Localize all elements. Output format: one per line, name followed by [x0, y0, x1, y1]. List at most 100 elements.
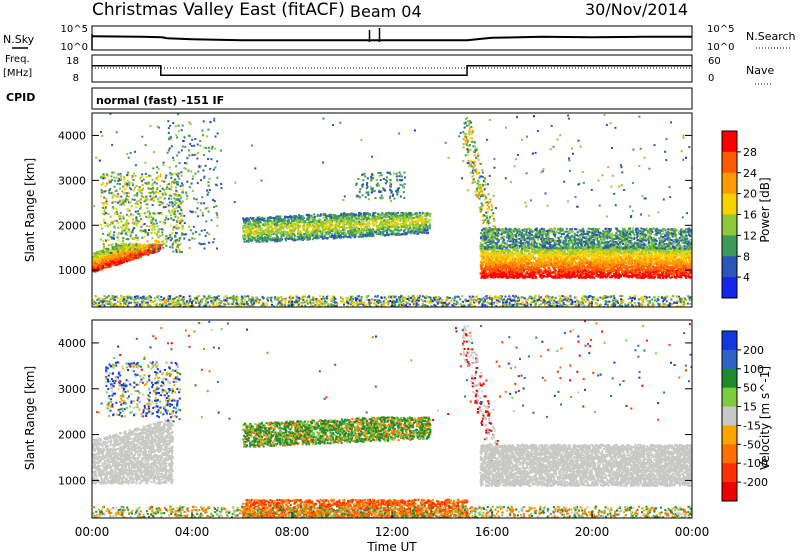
- power-pixel: [99, 263, 102, 266]
- power-pixel: [319, 214, 322, 217]
- power-pixel: [131, 253, 134, 256]
- power-pixel: [415, 225, 418, 228]
- power-pixel: [126, 198, 129, 201]
- power-pixel: [178, 237, 181, 239]
- power-pixel: [94, 252, 97, 254]
- power-pixel: [424, 225, 426, 228]
- power-pixel: [313, 233, 316, 236]
- power-pixel: [94, 267, 97, 270]
- power-data-layer: [92, 113, 692, 307]
- power-pixel: [131, 198, 134, 201]
- power-pixel: [401, 184, 404, 187]
- power-pixel: [314, 231, 317, 234]
- power-pixel: [390, 183, 393, 186]
- power-pixel: [118, 253, 121, 256]
- power-pixel: [122, 201, 125, 204]
- power-pixel: [479, 210, 482, 213]
- power-pixel: [248, 229, 251, 231]
- power-pixel: [488, 217, 491, 220]
- power-pixel: [253, 236, 256, 239]
- power-pixel: [287, 216, 290, 218]
- power-pixel: [412, 227, 415, 230]
- power-pixel: [299, 226, 302, 229]
- power-pixel: [410, 232, 413, 235]
- power-pixel: [425, 232, 428, 235]
- power-pixel: [128, 259, 131, 262]
- power-pixel: [306, 222, 309, 225]
- power-pixel: [212, 198, 214, 201]
- power-pixel: [191, 153, 194, 156]
- power-pixel: [132, 172, 135, 175]
- nsky-line: [91, 35, 692, 42]
- power-pixel: [266, 230, 269, 233]
- power-pixel: [362, 179, 365, 182]
- power-pixel: [152, 245, 155, 248]
- power-pixel: [464, 154, 467, 157]
- power-pixel: [273, 239, 276, 241]
- power-pixel: [129, 242, 132, 245]
- power-pixel: [417, 220, 420, 223]
- power-pixel: [401, 214, 404, 217]
- power-pixel: [213, 238, 216, 240]
- power-pixel: [366, 177, 369, 180]
- power-pixel: [118, 249, 120, 252]
- power-pixel: [185, 233, 187, 236]
- power-pixel: [117, 226, 120, 229]
- power-pixel: [253, 238, 256, 241]
- power-pixel: [474, 190, 477, 193]
- power-pixel: [149, 212, 152, 215]
- power-pixel: [135, 219, 138, 222]
- power-pixel: [380, 190, 383, 193]
- power-pixel: [369, 186, 372, 189]
- power-pixel: [189, 210, 192, 213]
- freq-label: Freq.: [5, 54, 30, 65]
- power-pixel: [247, 233, 250, 236]
- power-pixel: [99, 268, 102, 271]
- power-pixel: [419, 224, 422, 227]
- power-pixel: [308, 238, 311, 241]
- power-pixel: [477, 152, 480, 155]
- power-pixel: [405, 233, 408, 236]
- power-pixel: [354, 231, 357, 234]
- power-pixel: [408, 220, 411, 223]
- power-pixel: [477, 158, 480, 161]
- power-pixel: [323, 228, 326, 231]
- power-pixel: [346, 236, 349, 239]
- power-pixel: [400, 214, 403, 217]
- power-pixel: [298, 236, 301, 238]
- power-pixel: [404, 213, 407, 215]
- power-pixel: [465, 138, 468, 141]
- power-pixel: [161, 202, 164, 205]
- power-pixel: [270, 238, 273, 241]
- power-pixel: [371, 176, 374, 179]
- power-pixel: [207, 128, 210, 131]
- power-pixel: [249, 224, 252, 227]
- power-pixel: [255, 219, 258, 221]
- power-pixel: [470, 165, 473, 168]
- power-pixel: [310, 230, 313, 233]
- power-pixel: [149, 214, 152, 217]
- power-pixel: [145, 175, 148, 178]
- power-pixel: [115, 248, 118, 251]
- power-pixel: [119, 246, 122, 249]
- power-pixel: [388, 226, 391, 228]
- power-pixel: [133, 194, 136, 197]
- power-pixel: [92, 270, 95, 273]
- power-pixel: [242, 225, 245, 228]
- power-pixel: [247, 228, 250, 231]
- power-pixel: [170, 214, 173, 217]
- power-pixel: [364, 222, 367, 225]
- power-pixel: [421, 211, 424, 214]
- power-pixel: [168, 147, 171, 150]
- power-pixel: [259, 229, 262, 232]
- power-pixel: [488, 221, 491, 224]
- power-pixel: [396, 179, 399, 182]
- power-pixel: [172, 211, 175, 214]
- power-pixel: [392, 225, 395, 228]
- power-pixel: [353, 236, 356, 239]
- power-pixel: [347, 224, 350, 227]
- power-pixel: [388, 224, 391, 227]
- power-pixel: [164, 206, 167, 209]
- power-pixel: [119, 245, 122, 247]
- power-pixel: [164, 242, 167, 245]
